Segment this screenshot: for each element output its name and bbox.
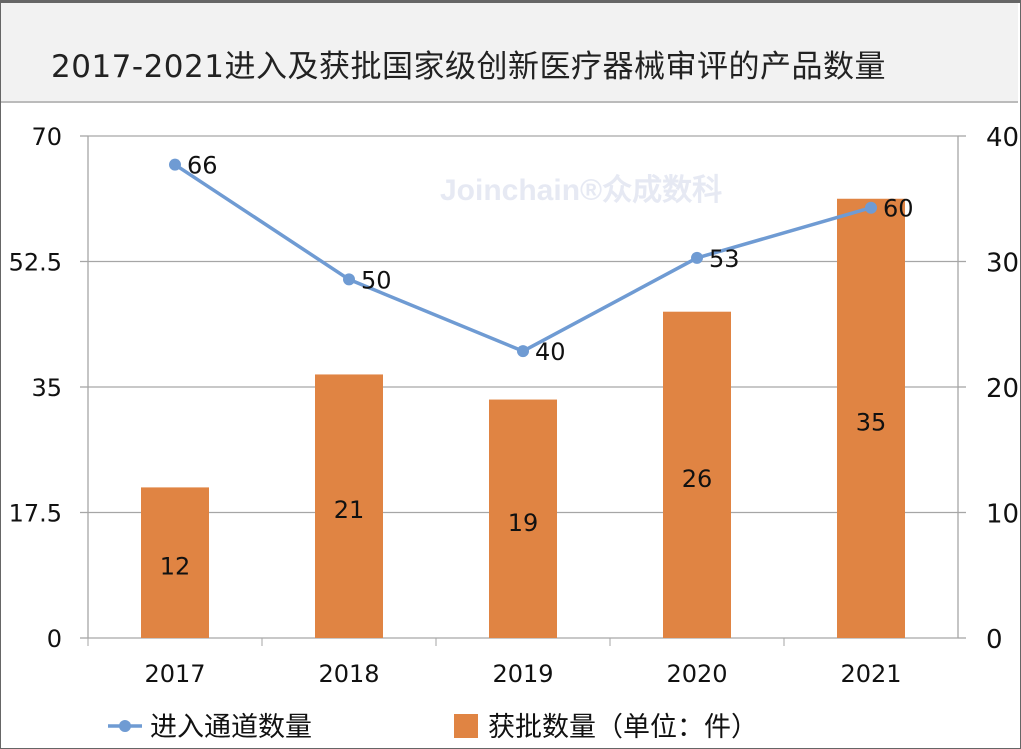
legend-label-line: 进入通道数量 — [150, 712, 312, 743]
line-data-label: 40 — [535, 338, 566, 366]
bar-data-label: 26 — [682, 465, 713, 493]
right-axis-tick-label: 40 — [986, 123, 1019, 153]
bar-data-label: 35 — [856, 408, 887, 436]
line-point — [691, 251, 703, 264]
left-axis-tick-label: 52.5 — [9, 249, 62, 277]
watermark: Joinchain®众成数科 — [440, 174, 722, 207]
legend-bar-swatch — [454, 714, 478, 738]
line-data-label: 53 — [709, 245, 740, 273]
x-axis-tick-label: 2019 — [492, 660, 553, 688]
line-point — [517, 345, 529, 358]
right-axis-tick-label: 0 — [986, 625, 1003, 655]
bar — [489, 399, 557, 638]
left-axis-tick-label: 70 — [31, 123, 62, 151]
left-axis-tick-label: 0 — [47, 625, 62, 653]
left-axis-tick-label: 35 — [31, 374, 62, 402]
chart-title: 2017-2021进入及获批国家级创新医疗器械审评的产品数量 — [51, 49, 886, 85]
legend-label-bar: 获批数量（单位：件） — [488, 712, 758, 743]
x-axis-tick-label: 2020 — [666, 660, 727, 688]
line-point — [865, 201, 877, 214]
bar — [837, 198, 905, 638]
bar-data-label: 19 — [508, 509, 539, 537]
line-data-label: 60 — [883, 195, 914, 223]
right-axis-tick-label: 30 — [986, 249, 1019, 279]
x-axis-tick-label: 2017 — [144, 660, 205, 688]
bar-data-label: 21 — [334, 496, 365, 524]
line-point — [343, 273, 355, 286]
left-axis-tick-label: 17.5 — [9, 500, 62, 528]
x-axis-tick-label: 2021 — [840, 660, 901, 688]
bar-data-label: 12 — [160, 553, 191, 581]
bar — [315, 374, 383, 638]
right-axis-tick-label: 20 — [986, 374, 1019, 404]
line-point — [169, 158, 181, 171]
bar — [663, 311, 731, 638]
line-data-label: 50 — [361, 266, 392, 294]
bar — [141, 487, 209, 638]
title-bar: 2017-2021进入及获批国家级创新医疗器械审评的产品数量 — [1, 3, 1018, 103]
line-data-label: 66 — [187, 152, 218, 180]
x-axis-tick-label: 2018 — [318, 660, 379, 688]
legend-line-dot — [119, 720, 131, 732]
right-axis-tick-label: 10 — [986, 500, 1019, 530]
